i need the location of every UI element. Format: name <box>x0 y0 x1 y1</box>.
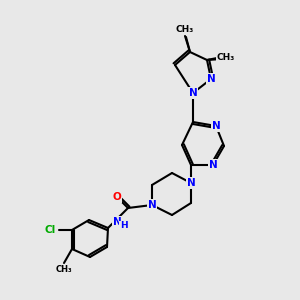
Text: Cl: Cl <box>44 225 56 235</box>
Text: N: N <box>112 217 122 227</box>
Text: N: N <box>187 178 195 188</box>
Text: CH₃: CH₃ <box>176 26 194 34</box>
Text: N: N <box>208 160 217 170</box>
Text: N: N <box>189 88 197 98</box>
Text: CH₃: CH₃ <box>56 266 72 274</box>
Text: N: N <box>212 121 220 131</box>
Text: N: N <box>207 74 215 84</box>
Text: CH₃: CH₃ <box>217 53 235 62</box>
Text: O: O <box>112 192 122 202</box>
Text: H: H <box>120 221 128 230</box>
Text: N: N <box>148 200 156 210</box>
